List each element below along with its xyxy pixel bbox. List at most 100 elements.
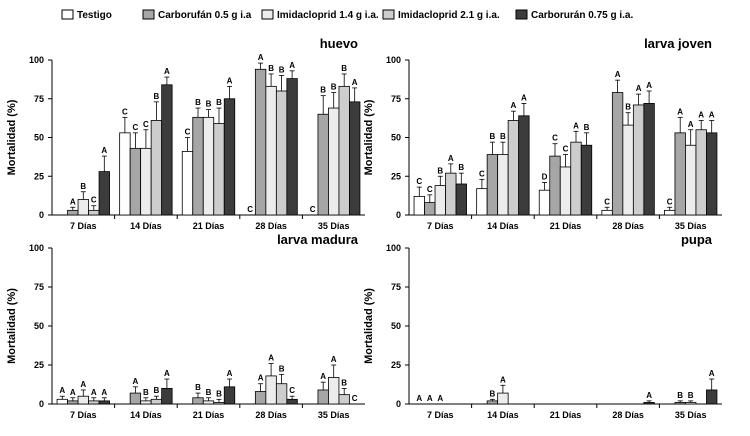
bar bbox=[445, 172, 457, 216]
significance-letter: A bbox=[352, 78, 358, 87]
bar bbox=[486, 154, 499, 216]
significance-letter: C bbox=[122, 107, 128, 116]
y-tick-label: 75 bbox=[391, 282, 401, 292]
bar bbox=[161, 84, 173, 216]
y-tick-label: 25 bbox=[391, 360, 401, 370]
significance-letter: A bbox=[677, 107, 683, 116]
y-axis-label: Mortalidad (%) bbox=[363, 288, 375, 364]
significance-letter: C bbox=[143, 120, 149, 129]
bar bbox=[643, 103, 655, 216]
x-tick-label: 28 Días bbox=[612, 221, 644, 231]
x-tick-label: 21 Días bbox=[193, 410, 225, 420]
significance-letter: A bbox=[227, 76, 233, 85]
bar bbox=[202, 400, 215, 405]
bar bbox=[632, 104, 645, 216]
y-tick-label: 25 bbox=[34, 360, 44, 370]
significance-letter: C bbox=[289, 386, 295, 395]
bar bbox=[275, 383, 288, 405]
significance-letter: B bbox=[688, 391, 694, 400]
significance-letter: A bbox=[70, 388, 76, 397]
significance-letter: A bbox=[320, 372, 326, 381]
bar bbox=[161, 387, 173, 405]
significance-letter: C bbox=[563, 145, 569, 154]
significance-letter: B bbox=[143, 388, 149, 397]
significance-letter: B bbox=[437, 166, 443, 175]
x-tick-label: 7 Días bbox=[70, 410, 97, 420]
bar bbox=[570, 141, 582, 216]
significance-letter: A bbox=[91, 388, 97, 397]
bar bbox=[88, 209, 100, 216]
bar bbox=[98, 400, 110, 405]
significance-letter: A bbox=[573, 121, 579, 130]
bar bbox=[140, 147, 152, 216]
significance-letter: D bbox=[542, 172, 548, 181]
bar bbox=[129, 147, 142, 216]
significance-letter: C bbox=[133, 123, 139, 132]
y-axis-label: Mortalidad (%) bbox=[363, 99, 375, 175]
bar bbox=[706, 389, 718, 405]
significance-letter: A bbox=[688, 120, 694, 129]
bar bbox=[202, 116, 215, 216]
significance-letter: C bbox=[427, 185, 433, 194]
y-tick-label: 75 bbox=[34, 282, 44, 292]
significance-letter: C bbox=[479, 169, 485, 178]
bar bbox=[338, 85, 350, 216]
bar bbox=[455, 183, 467, 216]
y-tick-label: 50 bbox=[391, 321, 401, 331]
bar bbox=[223, 386, 236, 405]
bar bbox=[254, 68, 267, 216]
bar bbox=[192, 116, 204, 216]
significance-letter: A bbox=[521, 93, 527, 102]
bar bbox=[265, 85, 277, 216]
significance-letter: B bbox=[331, 83, 337, 92]
significance-letter: B bbox=[625, 103, 631, 112]
bar bbox=[67, 209, 79, 216]
significance-letter: A bbox=[101, 146, 107, 155]
bar bbox=[317, 389, 329, 405]
bar bbox=[674, 402, 686, 405]
bar bbox=[424, 202, 436, 216]
significance-letter: B bbox=[206, 100, 212, 109]
bar bbox=[150, 398, 163, 405]
significance-letter: C bbox=[91, 196, 97, 205]
bar bbox=[119, 132, 131, 216]
y-tick-label: 25 bbox=[34, 171, 44, 181]
significance-letter: B bbox=[500, 132, 506, 141]
legend-label: Carborufán 0.5 g i.a bbox=[158, 10, 252, 21]
significance-letter: A bbox=[101, 388, 107, 397]
legend-swatch bbox=[382, 9, 395, 20]
x-tick-label: 14 Días bbox=[130, 410, 162, 420]
legend-swatch bbox=[61, 9, 74, 20]
significance-letter: A bbox=[636, 84, 642, 93]
bar bbox=[317, 113, 329, 216]
x-tick-label: 28 Días bbox=[255, 410, 287, 420]
significance-letter: B bbox=[195, 383, 201, 392]
bar bbox=[695, 129, 707, 216]
bar bbox=[77, 395, 89, 405]
x-tick-label: 7 Días bbox=[427, 221, 454, 231]
significance-letter: A bbox=[646, 81, 652, 90]
significance-letter: B bbox=[320, 86, 326, 95]
significance-letter: C bbox=[604, 197, 610, 206]
significance-letter: A bbox=[709, 110, 715, 119]
bar bbox=[685, 402, 697, 405]
bar bbox=[622, 124, 634, 216]
x-tick-label: 14 Días bbox=[487, 221, 519, 231]
panel-title: pupa bbox=[681, 232, 713, 247]
y-tick-label: 100 bbox=[386, 55, 401, 65]
bar bbox=[254, 391, 267, 405]
significance-letter: B bbox=[584, 123, 590, 132]
significance-letter: B bbox=[490, 132, 496, 141]
significance-letter: B bbox=[216, 389, 222, 398]
bar bbox=[497, 154, 509, 216]
bar bbox=[476, 188, 488, 216]
significance-letter: B bbox=[279, 364, 285, 373]
y-axis-label: Mortalidad (%) bbox=[6, 288, 18, 364]
y-tick-label: 0 bbox=[396, 399, 401, 409]
bar bbox=[328, 107, 340, 216]
y-tick-label: 25 bbox=[391, 171, 401, 181]
significance-letter: C bbox=[552, 134, 558, 143]
